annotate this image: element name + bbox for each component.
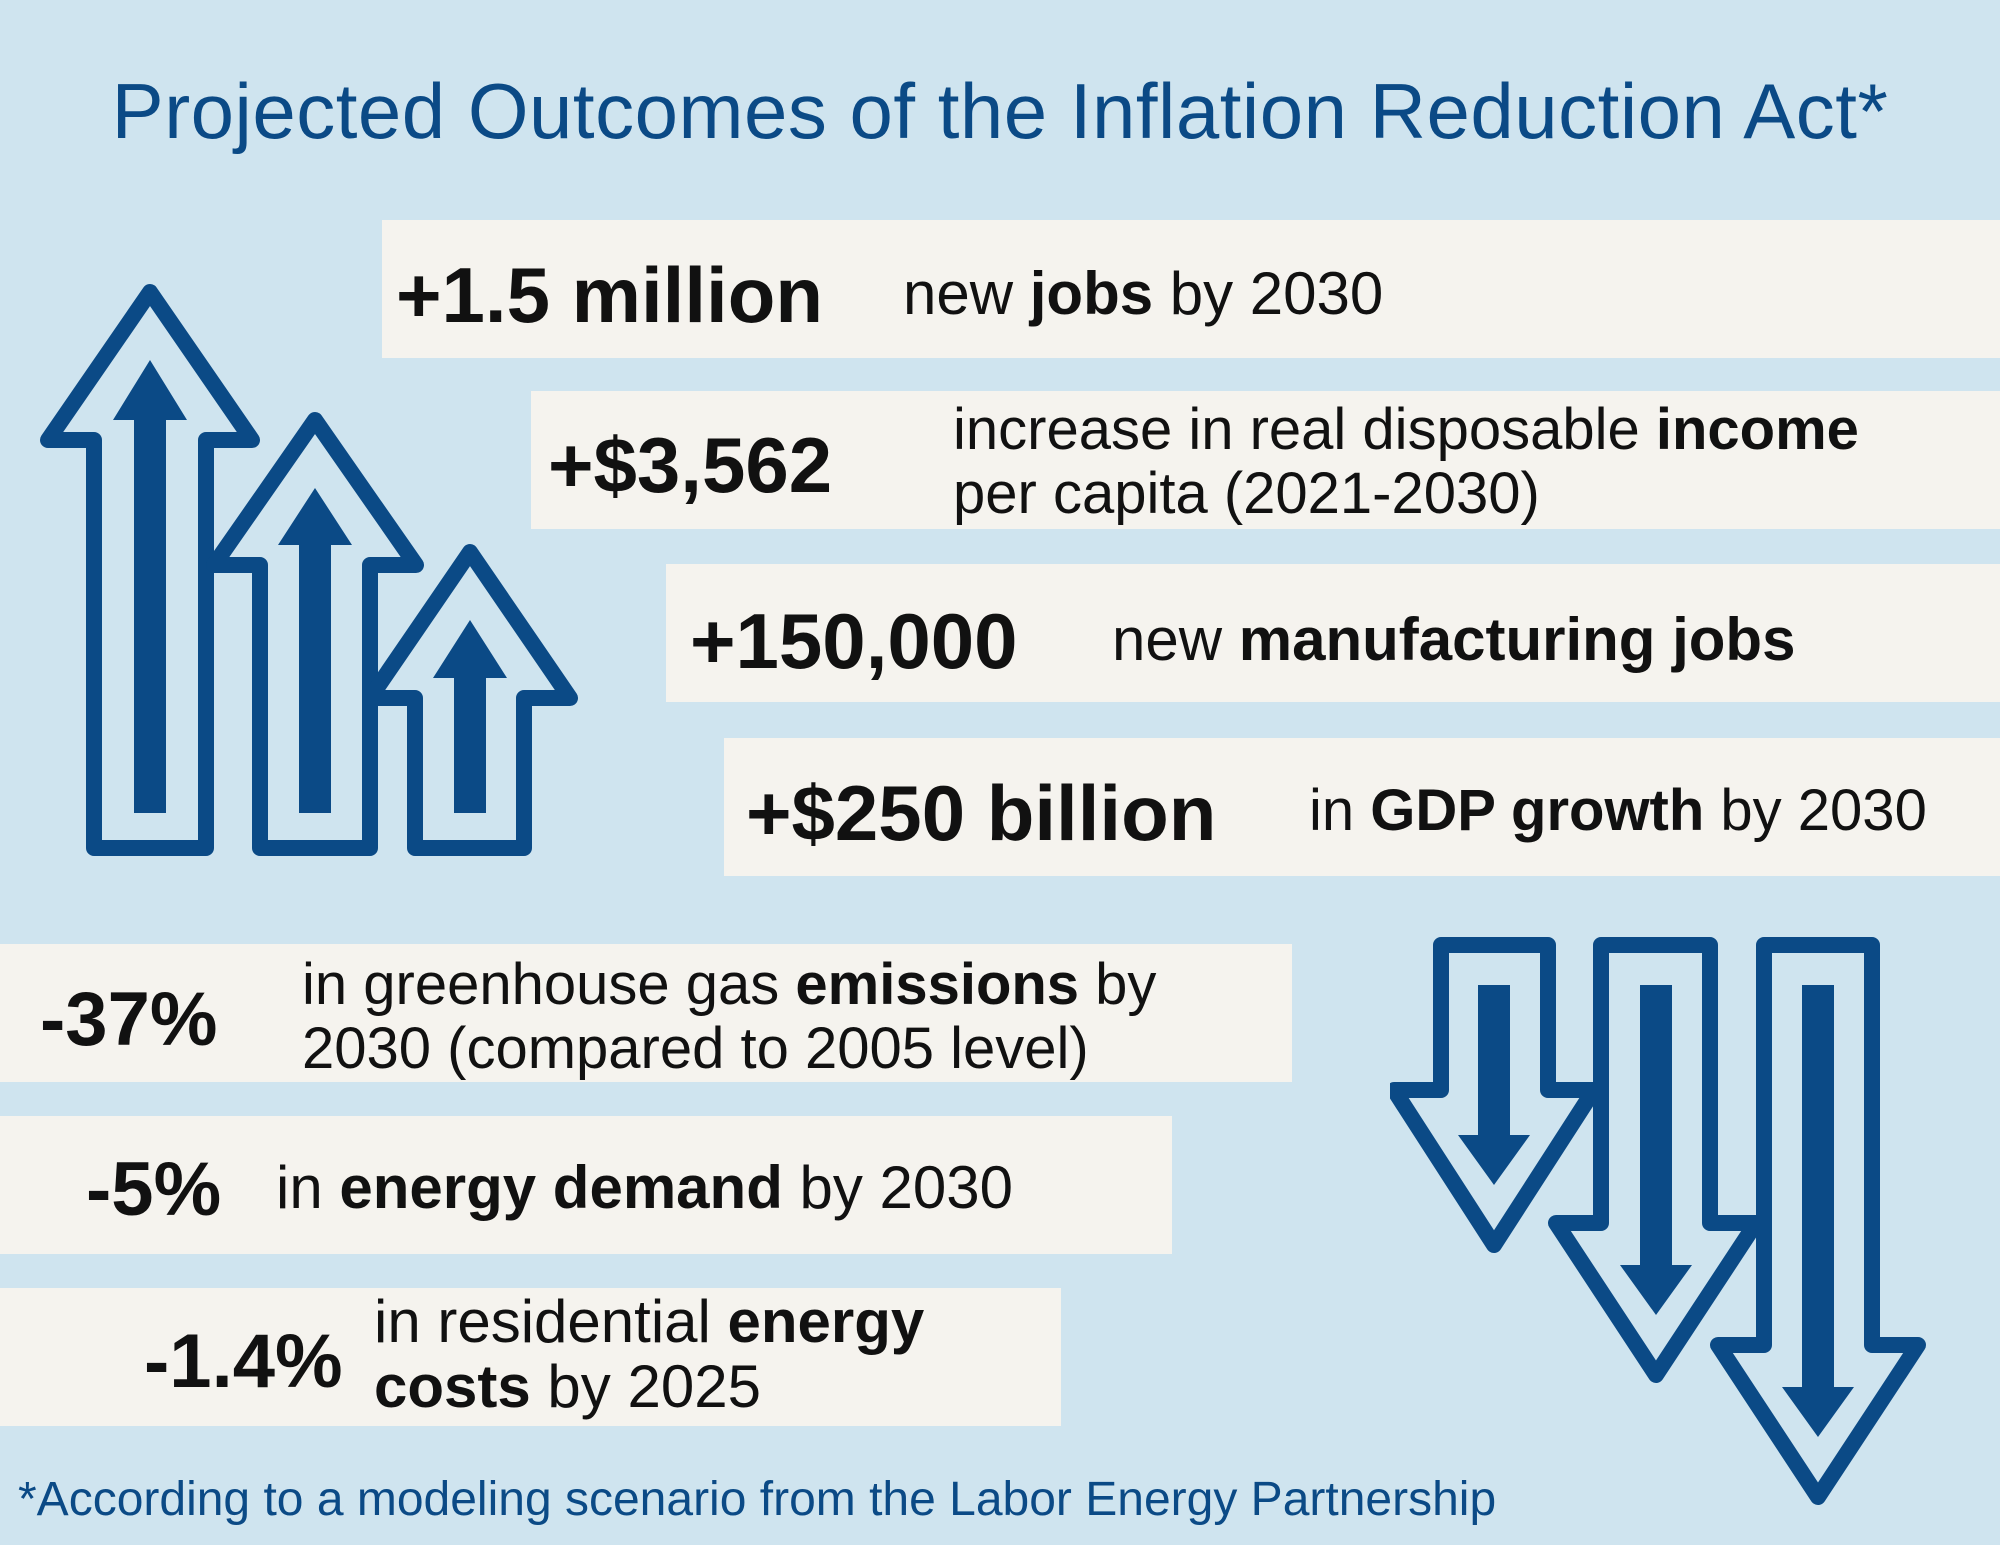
stat-gdp <box>724 738 2000 876</box>
stat-energy-costs-value: -1.4% <box>144 1319 343 1404</box>
stat-emissions-description: in greenhouse gas emissions by 2030 (com… <box>302 952 1157 1081</box>
stat-jobs <box>382 220 2000 358</box>
up-arrows-icon <box>40 284 578 856</box>
stat-energy-costs-description: in residential energy costs by 2025 <box>374 1288 925 1420</box>
stat-income-description: increase in real disposable income per c… <box>953 397 1859 526</box>
stat-income-value: +$3,562 <box>548 421 833 509</box>
stat-manufacturing <box>666 564 2000 702</box>
stat-income <box>531 391 2000 529</box>
down-arrows-icon <box>1390 937 1926 1505</box>
stat-energy-costs <box>0 1288 1061 1426</box>
stat-gdp-value: +$250 billion <box>746 769 1217 857</box>
stat-gdp-description: in GDP growth by 2030 <box>1309 778 1927 843</box>
stat-energy-demand <box>0 1116 1172 1254</box>
stat-emissions-value: -37% <box>40 977 218 1062</box>
stat-energy-demand-description: in energy demand by 2030 <box>276 1154 1014 1221</box>
page-title: Projected Outcomes of the Inflation Redu… <box>111 67 1889 155</box>
stat-energy-demand-value: -5% <box>86 1147 222 1232</box>
footnote: *According to a modeling scenario from t… <box>18 1473 1497 1526</box>
stat-emissions <box>0 944 1292 1082</box>
stat-manufacturing-description: new manufacturing jobs <box>1112 606 1796 673</box>
stat-jobs-value: +1.5 million <box>396 251 823 339</box>
stat-manufacturing-value: +150,000 <box>690 597 1018 685</box>
stat-jobs-description: new jobs by 2030 <box>903 260 1384 327</box>
